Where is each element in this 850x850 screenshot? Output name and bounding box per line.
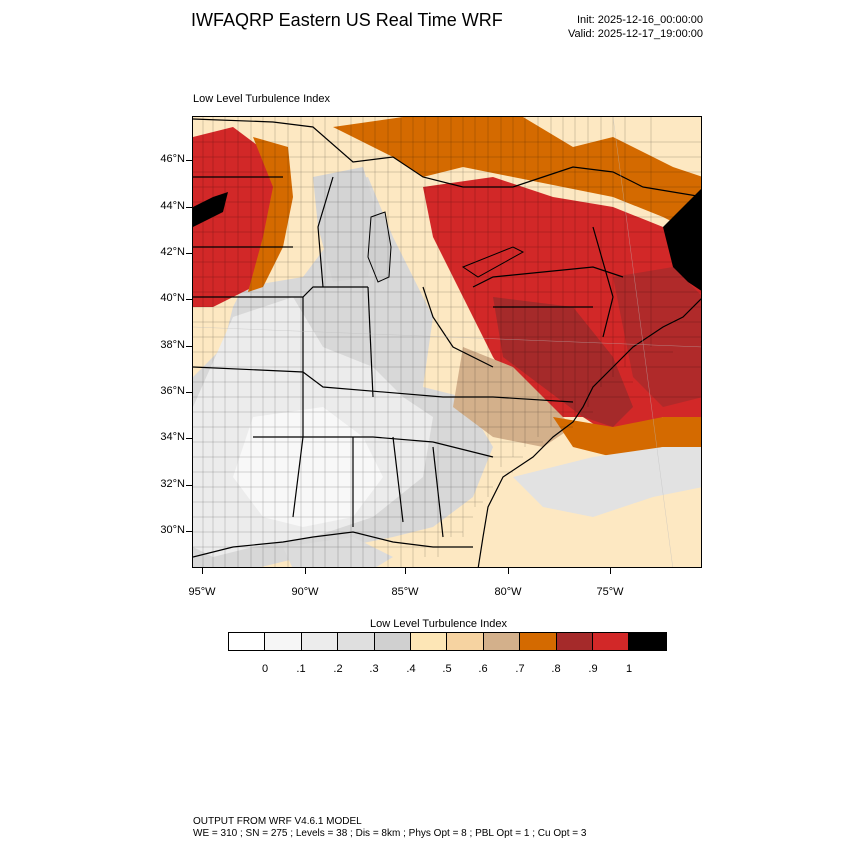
lon-label: 85°W [391,586,419,598]
lon-tick [610,568,611,574]
colorbar-label: 1 [625,663,633,675]
lon-label: 90°W [291,586,319,598]
gulf-coastline [193,531,473,558]
colorbar-label: .9 [588,663,598,675]
lon-label: 95°W [188,586,216,598]
canada-border [193,118,701,198]
colorbar-swatch [265,633,302,650]
colorbar-swatch [374,633,411,650]
colorbar-swatch [592,633,630,650]
lat-label: 40°N [160,292,185,304]
colorbar-swatch [410,633,448,650]
colorbar-label: .5 [442,663,452,675]
valid-time: Valid: 2025-12-17_19:00:00 [568,28,703,40]
field-title: Low Level Turbulence Index [193,93,330,105]
lat-tick [186,299,192,300]
field-gray-michigan [313,167,378,282]
colorbar-label: .6 [478,663,488,675]
lat-label: 36°N [160,385,185,397]
timestamp-block: Init: 2025-12-16_00:00:00 Valid: 2025-12… [568,13,703,41]
atlantic-coastline [477,298,701,567]
field-tan-coast [453,347,573,447]
footer-line-config: WE = 310 ; SN = 275 ; Levels = 38 ; Dis … [193,828,587,839]
field-black-west [193,192,228,227]
lon-tick [202,568,203,574]
colorbar-swatch [229,633,266,650]
colorbar-label: .4 [406,663,416,675]
colorbar-swatch [447,633,484,650]
colorbar-swatch [483,633,521,650]
lat-tick [186,485,192,486]
field-darkred-ne [613,267,701,407]
lake-michigan [367,211,392,283]
lat-tick [186,438,192,439]
lat-tick [186,160,192,161]
state-borders [193,176,624,538]
lat-label: 32°N [160,478,185,490]
map-panel [192,116,702,568]
colorbar-label: 0 [261,663,269,675]
lat-tick [186,253,192,254]
field-gray-gulf [283,537,393,567]
field-darkred-band [493,297,633,427]
field-gray-ocean [513,447,701,517]
colorbar-label: .8 [551,663,561,675]
field-orange-west [248,137,293,292]
colorbar-swatch [520,633,557,650]
graticule [193,117,701,567]
lat-tick [186,207,192,208]
colorbar-label: .3 [369,663,379,675]
lat-label: 38°N [160,339,185,351]
lat-label: 42°N [160,246,185,258]
init-time: Init: 2025-12-16_00:00:00 [577,14,703,26]
lat-tick [186,346,192,347]
colorbar-swatch [629,633,666,650]
lon-label: 80°W [494,586,522,598]
field-black-ne [663,189,701,291]
colorbar [228,632,667,651]
model-footer: OUTPUT FROM WRF V4.6.1 MODEL WE = 310 ; … [193,816,586,840]
colorbar-swatch [556,633,593,650]
lon-tick [508,568,509,574]
lon-tick [405,568,406,574]
field-orange-north [333,117,701,236]
colorbar-label: .1 [296,663,306,675]
lon-label: 75°W [596,586,624,598]
footer-line-model: OUTPUT FROM WRF V4.6.1 MODEL [193,816,362,827]
lat-label: 34°N [160,431,185,443]
lat-tick [186,531,192,532]
colorbar-swatch [301,633,339,650]
field-red-west [193,127,283,307]
lat-label: 44°N [160,200,185,212]
lat-label: 30°N [160,524,185,536]
colorbar-label: .7 [515,663,525,675]
colorbar-swatch [338,633,375,650]
map-canvas [193,117,701,567]
lat-label: 46°N [160,153,185,165]
lake-erie [461,246,525,278]
map-title: IWFAQRP Eastern US Real Time WRF [191,10,503,30]
colorbar-title: Low Level Turbulence Index [370,618,507,630]
colorbar-label: .2 [333,663,343,675]
lon-tick [305,568,306,574]
lat-tick [186,392,192,393]
